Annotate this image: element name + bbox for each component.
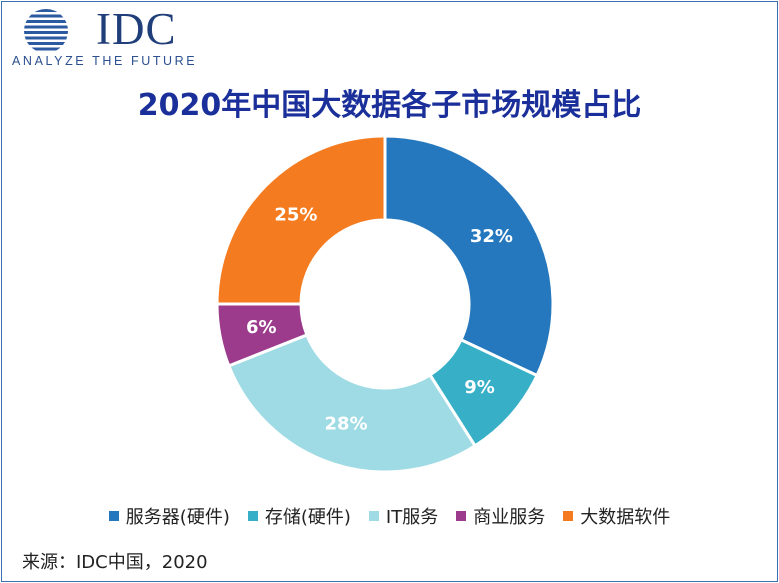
donut-slice-server (383, 134, 555, 378)
data-label-it-services: 28% (325, 413, 368, 434)
idc-wordmark: IDC (96, 4, 177, 54)
data-label-storage: 9% (464, 377, 495, 398)
chart-legend: 服务器(硬件) 存储(硬件) IT服务 商业服务 大数据软件 (0, 503, 779, 529)
data-label-bigdata-software: 25% (274, 204, 317, 225)
legend-label: 存储(硬件) (264, 507, 351, 528)
legend-swatch (247, 511, 258, 521)
legend-swatch (368, 511, 379, 521)
idc-tagline: ANALYZE THE FUTURE (12, 54, 198, 68)
legend-item-it-services: IT服务 (368, 503, 439, 529)
legend-item-business-services: 商业服务 (456, 503, 545, 529)
legend-label: 商业服务 (473, 507, 546, 528)
legend-label: IT服务 (385, 507, 439, 528)
legend-item-server: 服务器(硬件) (108, 503, 230, 529)
data-label-server: 32% (470, 226, 513, 247)
legend-label: 大数据软件 (580, 507, 671, 528)
donut-slice-it-services (226, 332, 478, 474)
data-label-business-services: 6% (246, 317, 277, 338)
legend-label: 服务器(硬件) (125, 507, 230, 528)
source-note: 来源：IDC中国，2020 (22, 552, 208, 573)
legend-item-bigdata-software: 大数据软件 (563, 503, 670, 529)
idc-logo: IDC ANALYZE THE FUTURE (12, 4, 212, 68)
legend-swatch (108, 511, 119, 521)
legend-item-storage: 存储(硬件) (247, 503, 351, 529)
legend-swatch (563, 511, 574, 521)
donut-slice-bigdata-software (215, 134, 387, 306)
chart-title: 2020年中国大数据各子市场规模占比 (137, 88, 642, 123)
legend-swatch (456, 511, 467, 521)
globe-icon (24, 9, 68, 51)
